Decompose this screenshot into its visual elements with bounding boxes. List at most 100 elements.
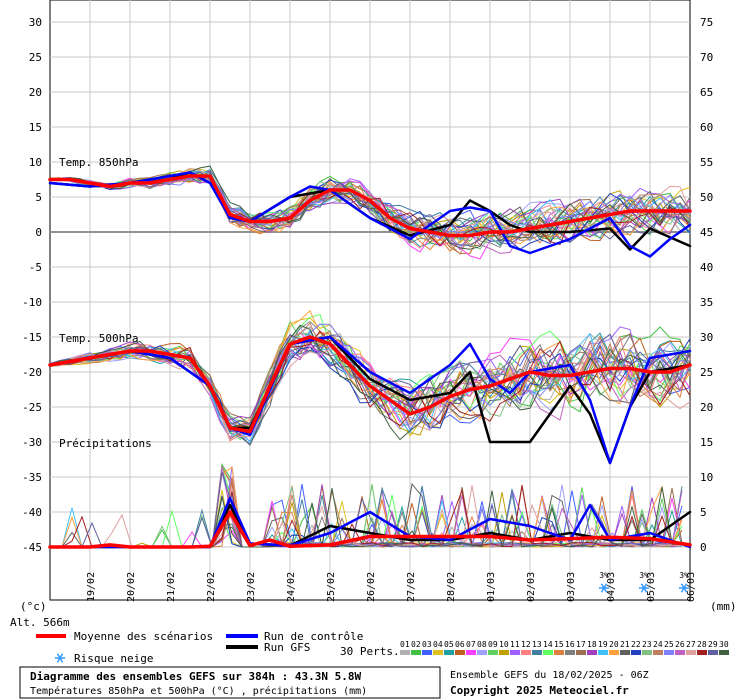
pert-legend-swatch: [466, 650, 476, 655]
pert-line-t500: [49, 309, 691, 429]
pert-legend-id: 27: [686, 640, 696, 649]
y-right-tick-label: 40: [700, 261, 713, 274]
legend-perts-label: 30 Perts.: [340, 645, 400, 658]
legend-gfs-label: Run GFS: [264, 641, 310, 654]
pert-legend-id: 02: [411, 640, 421, 649]
pert-legend-id: 18: [587, 640, 597, 649]
y-left-tick-label: -15: [22, 331, 42, 344]
snowflake-icon: [55, 653, 65, 663]
y-left-tick-label: 30: [29, 16, 42, 29]
y-left-tick-label: 5: [35, 191, 42, 204]
pert-legend-swatch: [653, 650, 663, 655]
y-right-tick-label: 0: [700, 541, 707, 554]
legend-control-label: Run de contrôle: [264, 630, 363, 643]
x-date-label: 19/02: [86, 572, 97, 602]
y-right-tick-label: 65: [700, 86, 713, 99]
pert-legend-swatch: [400, 650, 410, 655]
snowflake-icon: 3%: [599, 571, 609, 593]
pert-legend-swatch: [587, 650, 597, 655]
pert-legend-id: 21: [620, 640, 630, 649]
x-date-label: 20/02: [126, 572, 137, 602]
copyright: Copyright 2025 Meteociel.fr: [450, 684, 629, 697]
pert-legend-swatch: [686, 650, 696, 655]
pert-legend-id: 04: [433, 640, 443, 649]
series-line-control-t500: [48, 335, 692, 465]
y-right-tick-label: 45: [700, 226, 713, 239]
y-right-tick-label: 5: [700, 506, 707, 519]
grid: [49, 0, 691, 601]
perturbation-legend: 01 02 03 04 05 06 07 08 09 10 11 12 13 14 15 16 17 18 19 20…: [400, 640, 729, 655]
pert-legend-swatch: [499, 650, 509, 655]
y-left-tick-label: 0: [35, 226, 42, 239]
pert-legend-id: 09: [488, 640, 498, 649]
pert-legend-id: 20: [609, 640, 619, 649]
pert-legend-swatch: [554, 650, 564, 655]
pert-legend-id: 19: [598, 640, 608, 649]
pert-legend-id: 01: [400, 640, 410, 649]
left-unit-label: (°c): [20, 600, 47, 613]
pert-legend-id: 17: [576, 640, 586, 649]
altitude-label: Alt. 566m: [10, 616, 70, 629]
pert-legend-swatch: [565, 650, 575, 655]
y-left-tick-label: -30: [22, 436, 42, 449]
panel-label-t850: Temp. 850hPa: [59, 156, 138, 169]
x-date-label: 27/02: [406, 572, 417, 602]
x-date-label: 24/02: [286, 572, 297, 602]
x-date-label: 25/02: [326, 572, 337, 602]
pert-legend-id: 13: [532, 640, 542, 649]
y-left-tick-label: -10: [22, 296, 42, 309]
pert-legend-swatch: [422, 650, 432, 655]
snowflake-icon: 3%: [639, 571, 649, 593]
right-unit-label: (mm): [710, 600, 737, 613]
pert-line-t500: [49, 326, 691, 429]
x-date-label: 26/02: [366, 572, 377, 602]
legend-mean-label: Moyenne des scénarios: [74, 630, 213, 643]
snow-risk-label: 3%: [639, 571, 649, 580]
pert-legend-swatch: [609, 650, 619, 655]
y-left-tick-label: -40: [22, 506, 42, 519]
chart-title: Diagramme des ensembles GEFS sur 384h : …: [30, 670, 362, 683]
x-date-label: 04/03: [606, 572, 617, 602]
y-right-tick-label: 30: [700, 331, 713, 344]
y-right-tick-label: 10: [700, 471, 713, 484]
pert-line-t850: [49, 177, 691, 254]
pert-legend-id: 08: [477, 640, 487, 649]
legend: Moyenne des scénarios Run de contrôle Ru…: [36, 630, 729, 665]
x-date-label: 01/03: [486, 572, 497, 602]
x-date-label: 28/02: [446, 572, 457, 602]
snow-risk-label: 3%: [679, 571, 689, 580]
pert-legend-id: 14: [543, 640, 553, 649]
pert-line-t500: [49, 330, 691, 446]
pert-legend-id: 06: [455, 640, 465, 649]
pert-legend-id: 28: [697, 640, 707, 649]
y-right-tick-label: 60: [700, 121, 713, 134]
pert-legend-id: 16: [565, 640, 575, 649]
pert-legend-id: 30: [719, 640, 729, 649]
y-right-tick-label: 50: [700, 191, 713, 204]
y-left-tick-label: -35: [22, 471, 42, 484]
y-left-tick-label: -45: [22, 541, 42, 554]
pert-legend-swatch: [521, 650, 531, 655]
x-date-label: 06/03: [686, 572, 697, 602]
y-left-tick-label: -20: [22, 366, 42, 379]
y-right-tick-label: 75: [700, 16, 713, 29]
main-series: [48, 171, 692, 549]
pert-legend-id: 03: [422, 640, 432, 649]
series-line-mean-t850: [48, 174, 692, 238]
pert-legend-swatch: [576, 650, 586, 655]
pert-legend-swatch: [708, 650, 718, 655]
pert-line-t500: [49, 333, 691, 425]
x-date-label: 23/02: [246, 572, 257, 602]
pert-legend-id: 12: [521, 640, 531, 649]
panel-label-t500: Temp. 500hPa: [59, 332, 138, 345]
y-left-tick-label: 10: [29, 156, 42, 169]
y-left-tick-label: 20: [29, 86, 42, 99]
x-date-label: 22/02: [206, 572, 217, 602]
panel-label-precip: Précipitations: [59, 437, 152, 450]
pert-legend-swatch: [543, 650, 553, 655]
y-right-tick-label: 55: [700, 156, 713, 169]
pert-legend-swatch: [598, 650, 608, 655]
pert-legend-swatch: [411, 650, 421, 655]
